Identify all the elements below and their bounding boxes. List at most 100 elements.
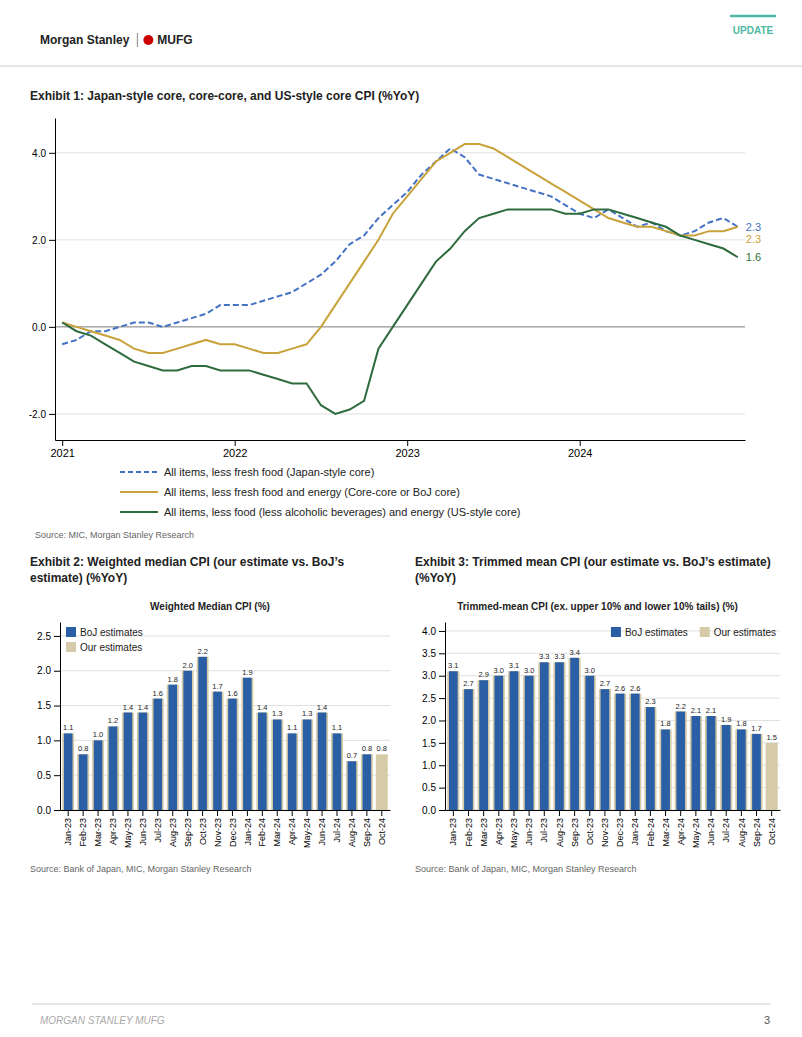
bar xyxy=(675,712,687,810)
x-tick: May-24 xyxy=(302,810,312,848)
x-tick: Jul-23 xyxy=(153,810,163,843)
bar xyxy=(720,725,732,810)
x-axis-line xyxy=(446,810,781,811)
data-label: 1.4 xyxy=(138,703,148,712)
legend-item: Our estimates xyxy=(66,642,142,653)
data-label: 1.7 xyxy=(751,724,761,733)
data-label: 1.3 xyxy=(272,709,282,718)
bar xyxy=(525,676,534,810)
x-tick-label: Jun-23 xyxy=(524,818,534,846)
bar xyxy=(569,658,581,810)
x-tick-mark xyxy=(574,810,575,816)
grid-line xyxy=(55,239,745,240)
y-axis: 0.00.51.01.52.02.5 xyxy=(37,623,60,816)
data-label: 1.8 xyxy=(736,719,746,728)
data-labels: 3.12.72.93.03.13.03.33.33.43.02.72.62.62… xyxy=(448,648,777,742)
data-label: 2.6 xyxy=(630,684,640,693)
bar xyxy=(94,740,103,810)
title-line: Exhibit 2: Weighted median CPI (our esti… xyxy=(30,555,344,569)
chart-title: Exhibit 1: Japan-style core, core-core, … xyxy=(30,89,419,103)
y-tick-label: 3.0 xyxy=(422,670,436,681)
data-label: 1.8 xyxy=(660,719,670,728)
y-tick-mark xyxy=(439,631,445,632)
x-tick: Apr-23 xyxy=(494,810,504,845)
bar xyxy=(692,716,701,810)
x-tick-mark xyxy=(695,810,696,816)
y-tick: 0.0 xyxy=(422,805,445,816)
legend: BoJ estimatesOur estimates xyxy=(611,627,776,638)
bar xyxy=(333,733,342,810)
x-tick-label: Aug-24 xyxy=(347,818,357,847)
y-tick-mark xyxy=(439,720,445,721)
x-tick: Jun-24 xyxy=(706,810,716,846)
data-label: 0.8 xyxy=(78,744,88,753)
x-tick-label: Jan-24 xyxy=(630,818,640,846)
bar xyxy=(631,694,640,810)
bar xyxy=(705,716,717,810)
bar xyxy=(139,713,148,810)
x-tick: Oct-24 xyxy=(767,810,777,845)
x-tick: Aug-24 xyxy=(736,810,746,847)
bar xyxy=(750,734,762,810)
legend-item: All items, less food (less alcoholic bev… xyxy=(120,506,520,518)
x-tick-label: Sep-24 xyxy=(362,818,372,847)
y-tick: 3.5 xyxy=(422,648,445,659)
x-tick-mark xyxy=(453,810,454,816)
data-label: 2.2 xyxy=(197,647,207,656)
legend-label: BoJ estimates xyxy=(625,627,688,638)
brand-name: MUFG xyxy=(157,33,192,47)
x-tick-label: Mar-23 xyxy=(479,818,489,847)
x-tick: Feb-23 xyxy=(78,810,88,847)
y-tick: 3.0 xyxy=(422,670,445,681)
x-tick-label: Sep-23 xyxy=(570,818,580,847)
y-tick-label: 0.0 xyxy=(37,805,51,816)
x-tick-label: Jul-23 xyxy=(539,818,549,843)
x-tick-mark xyxy=(580,440,581,446)
bar xyxy=(555,662,564,810)
y-tick-label: 1.0 xyxy=(422,760,436,771)
bar xyxy=(258,713,267,810)
x-tick: Apr-23 xyxy=(108,810,118,845)
x-tick-mark xyxy=(202,810,203,816)
data-label: 3.0 xyxy=(494,666,504,675)
x-tick: Mar-24 xyxy=(272,810,282,847)
x-tick-label: 2022 xyxy=(223,447,247,459)
x-tick: Nov-23 xyxy=(213,810,223,847)
data-label: 1.5 xyxy=(766,733,776,742)
header-separator xyxy=(0,66,802,67)
x-tick-mark xyxy=(407,440,408,446)
x-tick-mark xyxy=(604,810,605,816)
bar xyxy=(79,754,88,810)
bar xyxy=(493,676,505,810)
title-line: estimate) (%YoY) xyxy=(30,571,127,585)
x-tick-mark xyxy=(322,810,323,816)
y-tick-mark xyxy=(439,676,445,677)
x-axis: Jan-23Feb-23Mar-23Apr-23May-23Jun-23Jul-… xyxy=(446,810,781,848)
brand-logo xyxy=(143,35,153,45)
y-tick: 1.5 xyxy=(422,738,445,749)
x-tick: Dec-23 xyxy=(228,810,238,847)
y-tick-label: 3.5 xyxy=(422,648,436,659)
x-tick-mark xyxy=(650,810,651,816)
bar xyxy=(690,716,702,810)
y-tick: 2.0 xyxy=(422,715,445,726)
x-tick: Jun-23 xyxy=(138,810,148,846)
bar xyxy=(137,713,149,810)
y-tick-label: 2.0 xyxy=(37,665,51,676)
x-tick: Oct-23 xyxy=(585,810,595,845)
x-tick: Feb-24 xyxy=(646,810,656,847)
bar xyxy=(92,740,104,810)
x-tick-label: Mar-23 xyxy=(93,818,103,847)
y-tick: 1.0 xyxy=(37,735,60,746)
x-tick-mark xyxy=(620,810,621,816)
legend-label: Our estimates xyxy=(80,642,142,653)
x-tick-label: Nov-23 xyxy=(213,818,223,847)
series-line xyxy=(62,144,738,353)
x-tick: Sep-23 xyxy=(183,810,193,847)
grid xyxy=(445,631,780,810)
end-label: 2.3 xyxy=(746,233,761,245)
x-tick-label: May-23 xyxy=(123,818,133,848)
x-tick-label: 2021 xyxy=(50,447,74,459)
x-tick-label: May-24 xyxy=(691,818,701,848)
plot: 0.00.51.01.52.02.5Jan-23Feb-23Mar-23Apr-… xyxy=(37,623,390,849)
